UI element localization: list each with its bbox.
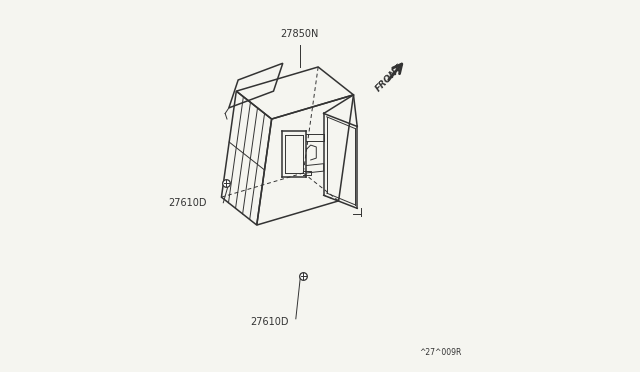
Text: 27850N: 27850N: [280, 29, 319, 39]
Text: 27610D: 27610D: [250, 317, 289, 327]
Text: FRONT: FRONT: [374, 63, 404, 93]
Text: 27610D: 27610D: [168, 198, 207, 208]
Text: ^27^009R: ^27^009R: [419, 348, 461, 357]
